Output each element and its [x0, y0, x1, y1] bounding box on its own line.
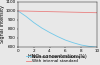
X-axis label: HNO₃ concentration (%): HNO₃ concentration (%) — [28, 54, 87, 59]
Y-axis label: Signal intensity: Signal intensity — [0, 5, 5, 43]
Legend: Without internal standard, With internal standard: Without internal standard, With internal… — [25, 54, 85, 64]
